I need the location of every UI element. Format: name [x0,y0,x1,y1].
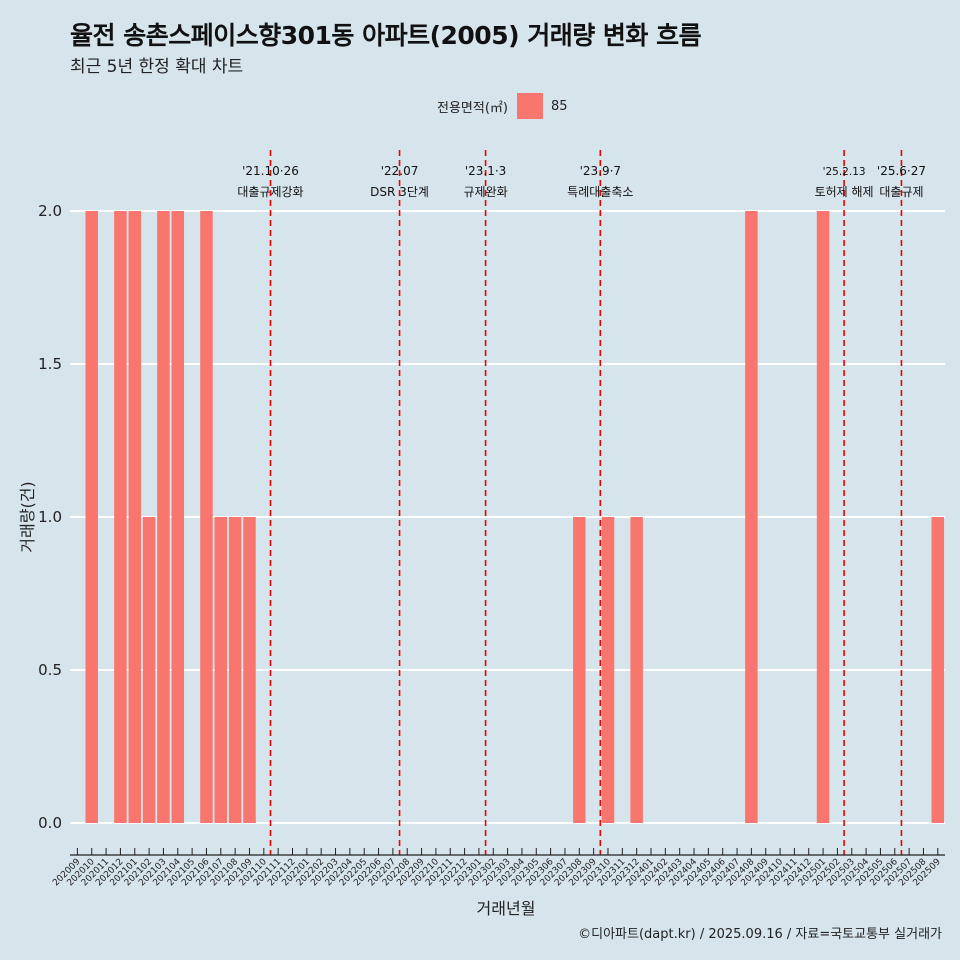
bar [228,517,242,823]
bar [85,211,98,823]
y-tick-label: 1.0 [38,508,62,526]
bar [573,517,586,823]
event-date: '25.6·27 [877,164,926,178]
bar [816,211,830,823]
bar [157,211,170,823]
axes: 2020092020102020112020122021012021022021… [51,848,945,888]
legend: 전용면적(㎡) 85 [437,93,568,119]
event-date: '25.2.13 [823,166,866,178]
bar [128,211,142,823]
chart-title: 율전 송촌스페이스향301동 아파트(2005) 거래량 변화 흐름 [70,21,702,50]
bar [630,517,643,823]
bar [745,211,758,823]
event-label: 특례대출축소 [567,185,633,199]
event-label: 규제완화 [464,185,508,199]
bar [601,517,615,823]
event-label: 대출규제 [879,185,923,199]
chart-subtitle: 최근 5년 한정 확대 차트 [70,57,244,77]
source-caption: ©디아파트(dapt.kr) / 2025.09.16 / 자료=국토교통부 실… [578,927,942,942]
y-axis-label: 거래량(건) [18,481,37,552]
y-tick-label: 1.5 [38,355,62,373]
legend-key-swatch [516,93,543,119]
x-axis-label: 거래년월 [477,899,536,918]
event-date: '23.1·3 [465,164,506,178]
bars [85,211,945,823]
y-tick-label: 0.5 [38,661,62,679]
bar [142,517,156,823]
event-markers: '21.10·26 대출규제강화 '22.07 DSR 3단계 '23.1·3 규제완화 '… [237,150,926,855]
bar [200,211,213,823]
event-label: DSR 3단계 [370,185,429,199]
bar [171,211,185,823]
legend-entry-label: 85 [550,98,568,114]
bar [214,517,228,823]
legend-title: 전용면적(㎡) [437,100,508,116]
y-tick-label: 2.0 [38,202,62,220]
bar [114,211,127,823]
event-date: '21.10·26 [242,164,299,178]
event-date: '23.9·7 [580,164,621,178]
y-tick-label: 0.0 [38,814,62,832]
bar [243,517,256,823]
event-date: '22.07 [381,164,419,178]
event-label: 토허제 해제 [815,185,874,199]
event-label: 대출규제강화 [237,185,303,199]
bar [931,517,945,823]
